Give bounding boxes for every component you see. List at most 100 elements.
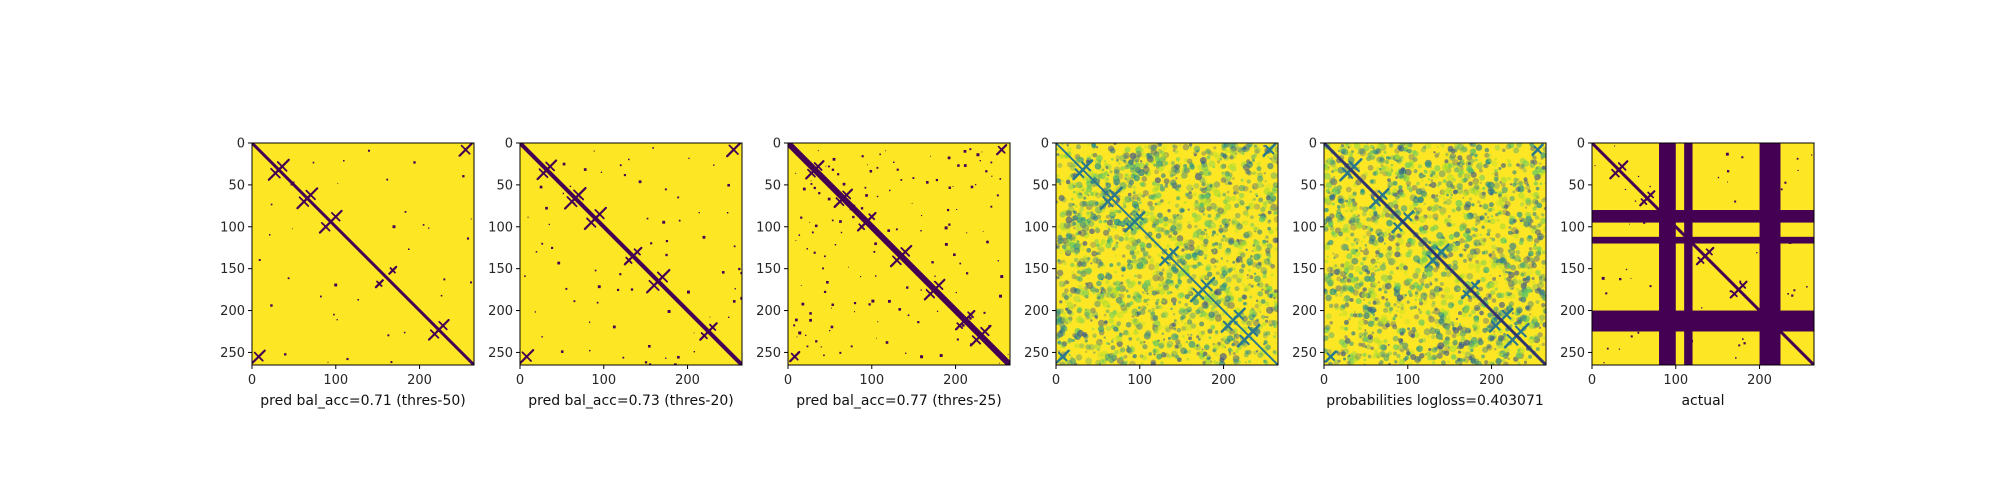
probability-cell	[1153, 264, 1160, 271]
probability-cell	[1161, 311, 1169, 319]
axes-frame	[1055, 142, 1279, 366]
probability-cell	[1522, 168, 1528, 173]
probability-cell	[1059, 182, 1062, 186]
probability-cell	[1520, 195, 1527, 202]
probability-cell	[1237, 250, 1245, 258]
contact-cell	[403, 331, 406, 334]
probability-cell	[1488, 207, 1493, 213]
probability-cell	[1386, 303, 1390, 307]
probability-cell	[1471, 309, 1477, 315]
contact-cell	[935, 178, 939, 182]
contact-cell	[470, 281, 473, 284]
contact-cell	[955, 291, 957, 294]
probability-cell	[1199, 187, 1204, 192]
contact-cell	[952, 186, 954, 188]
contact-cell	[956, 338, 959, 341]
main-diagonal	[252, 143, 474, 365]
probability-cell	[1361, 264, 1369, 272]
probability-cell	[1429, 327, 1437, 335]
probability-cell	[1126, 219, 1132, 225]
probability-cell	[1261, 184, 1265, 188]
y-tick-label: 200	[220, 304, 245, 319]
probability-cell	[1068, 353, 1071, 357]
probability-cell	[1487, 312, 1493, 318]
probability-cell	[1188, 309, 1191, 313]
contact-cell	[597, 285, 601, 289]
probability-cell	[1543, 235, 1546, 238]
probability-cell	[1363, 312, 1370, 320]
contact-cell	[589, 349, 591, 352]
probability-cell	[1404, 145, 1409, 151]
probability-cell	[1543, 277, 1546, 282]
probability-cell	[1168, 168, 1175, 176]
probability-cell	[1428, 316, 1435, 323]
probability-cell	[1179, 307, 1182, 311]
contact-cell	[413, 161, 416, 164]
probability-cell	[1460, 146, 1468, 153]
probability-cell	[1372, 282, 1376, 286]
contact-cell	[920, 355, 924, 359]
probability-cell	[1367, 301, 1372, 305]
probability-cell	[1226, 190, 1230, 194]
probability-cell	[1345, 199, 1349, 203]
probability-cell	[1214, 153, 1222, 161]
probability-cell	[1197, 249, 1204, 257]
probability-cell	[1205, 264, 1212, 271]
probability-cell	[1274, 247, 1278, 251]
probability-cell	[1060, 236, 1064, 240]
probability-cell	[1232, 328, 1238, 334]
contact-cell	[404, 210, 407, 213]
probability-cell	[1430, 334, 1436, 340]
probability-cell	[1175, 339, 1181, 345]
probability-cell	[1371, 267, 1375, 272]
probability-cell	[1103, 170, 1108, 175]
probability-cell	[1480, 240, 1486, 246]
probability-cell	[1233, 191, 1237, 195]
probability-cell	[1163, 229, 1170, 236]
probability-cell	[1271, 320, 1278, 326]
probability-cell	[1094, 315, 1098, 319]
contact-cell	[810, 180, 812, 182]
probability-cell	[1136, 262, 1144, 270]
probability-cell	[1355, 298, 1362, 305]
probability-cell	[1148, 285, 1154, 291]
probability-cell	[1201, 161, 1208, 168]
probability-cell	[1492, 280, 1499, 286]
probability-cell	[1508, 226, 1512, 230]
probability-cell	[1383, 338, 1388, 344]
probability-cell	[1513, 180, 1518, 185]
probability-cell	[1444, 159, 1449, 164]
probability-cell	[1442, 297, 1447, 303]
probability-cell	[1174, 164, 1180, 170]
probability-cell	[1143, 292, 1146, 295]
probability-cell	[1095, 256, 1099, 260]
probability-cell	[1248, 181, 1251, 184]
probability-cell	[1420, 292, 1428, 300]
probability-cell	[1240, 260, 1244, 264]
probability-cell	[1427, 355, 1433, 361]
probability-cell	[1168, 266, 1173, 271]
probability-cell	[1234, 263, 1238, 267]
probability-cell	[1155, 192, 1162, 199]
probability-cell	[1162, 284, 1170, 291]
probability-cell	[1193, 145, 1201, 153]
probability-cell	[1535, 167, 1539, 170]
contact-cell	[1806, 286, 1808, 288]
probability-cell	[1167, 201, 1171, 205]
probability-cell	[1194, 206, 1198, 211]
contact-cell	[648, 344, 651, 348]
probability-cell	[1061, 259, 1065, 263]
probability-cell	[1394, 282, 1402, 290]
probability-cell	[1379, 170, 1384, 175]
probability-cell	[1149, 211, 1154, 216]
probability-cell	[1095, 192, 1102, 199]
probability-cell	[1437, 184, 1440, 187]
probability-cell	[1156, 165, 1159, 169]
contact-strand	[276, 161, 288, 172]
probability-cell	[1518, 180, 1525, 186]
probability-cell	[1264, 315, 1267, 319]
probability-cell	[1341, 310, 1348, 317]
probability-cell	[1395, 195, 1400, 200]
probability-cell	[1243, 284, 1251, 292]
probability-cell	[1433, 285, 1441, 293]
